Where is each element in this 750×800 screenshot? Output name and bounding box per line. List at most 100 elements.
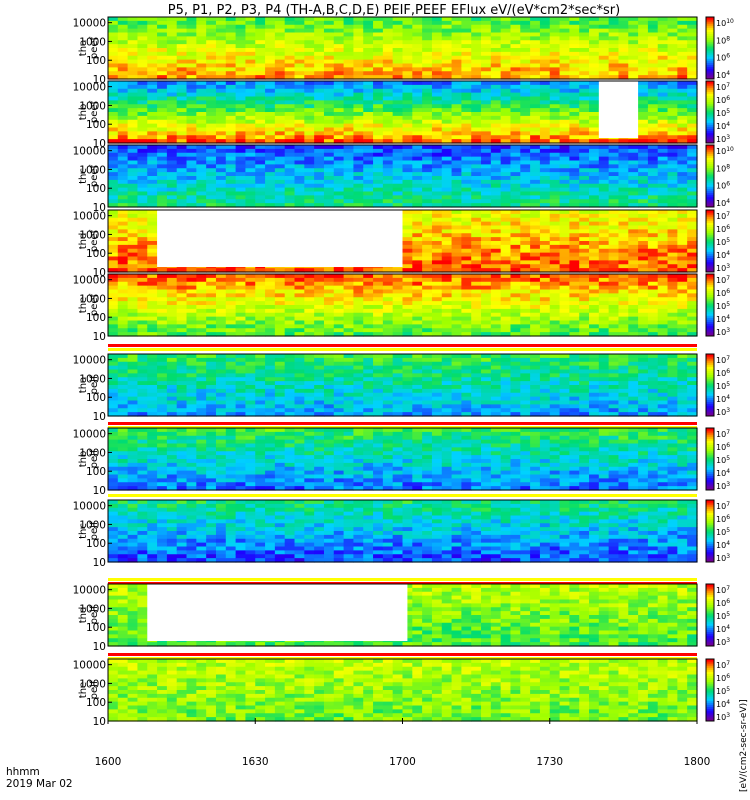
heatmap-cell [657, 328, 669, 333]
heatmap-cell [441, 168, 453, 173]
heatmap-cell [343, 127, 355, 132]
heatmap-cell [481, 32, 492, 37]
heatmap-cell [628, 213, 639, 219]
heatmap-cell [284, 152, 296, 158]
heatmap-cell [108, 20, 119, 26]
heatmap-cell [108, 156, 119, 162]
heatmap-cell [225, 17, 237, 22]
heatmap-cell [117, 44, 129, 49]
heatmap-cell [304, 32, 315, 37]
heatmap-cell [559, 281, 570, 287]
heatmap-cell [245, 115, 256, 121]
heatmap-cell [304, 96, 315, 101]
heatmap-cell [333, 59, 345, 65]
heatmap-cell [245, 305, 256, 310]
heatmap-cell [530, 289, 541, 294]
heatmap-cell [539, 139, 551, 144]
heatmap-cell [657, 195, 669, 200]
heatmap-cell [608, 289, 620, 294]
heatmap-cell [363, 293, 374, 298]
heatmap-cell [147, 123, 158, 129]
heatmap-cell [235, 324, 247, 329]
heatmap-cell [333, 308, 345, 314]
heatmap-cell [569, 152, 580, 158]
heatmap-cell [481, 100, 492, 105]
heatmap-cell [402, 244, 413, 250]
heatmap-cell [608, 152, 620, 158]
heatmap-cell [569, 96, 580, 101]
heatmap-cell [225, 199, 237, 204]
heatmap-cell [608, 187, 620, 193]
heatmap-cell [274, 96, 286, 101]
heatmap-cell [333, 176, 345, 181]
heatmap-cell [402, 51, 413, 57]
heatmap-cell [677, 312, 688, 318]
heatmap-cell [500, 119, 512, 125]
heatmap-cell [137, 115, 148, 121]
heatmap-cell [431, 210, 443, 215]
heatmap-cell [647, 81, 659, 86]
heatmap-cell [549, 71, 561, 76]
heatmap-cell [402, 44, 413, 49]
heatmap-cell [206, 145, 217, 150]
heatmap-cell [687, 172, 698, 177]
heatmap-cell [343, 131, 355, 136]
heatmap-cell [137, 148, 148, 154]
heatmap-cell [108, 274, 119, 279]
heatmap-cell [530, 152, 541, 158]
heatmap-cell [589, 104, 600, 109]
heatmap-cell [490, 328, 502, 333]
heatmap-cell [166, 187, 178, 193]
heatmap-cell [677, 308, 688, 314]
heatmap-cell [647, 221, 659, 227]
heatmap-cell [147, 324, 158, 329]
heatmap-cell [647, 84, 659, 90]
heatmap-cell [304, 316, 315, 322]
heatmap-cell [245, 44, 256, 49]
heatmap-cell [422, 96, 433, 101]
heatmap-cell [441, 191, 453, 196]
heatmap-cell [333, 119, 345, 125]
heatmap-cell [412, 225, 423, 230]
heatmap-cell [402, 67, 413, 72]
heatmap-cell [667, 75, 678, 80]
heatmap-cell [225, 156, 237, 162]
heatmap-cell [206, 20, 217, 26]
heatmap-cell [392, 75, 404, 80]
heatmap-cell [166, 172, 178, 177]
heatmap-cell [422, 324, 433, 329]
heatmap-cell [500, 268, 512, 273]
heatmap-cell [255, 152, 266, 158]
heatmap-cell [373, 152, 384, 158]
heatmap-cell [265, 17, 276, 22]
heatmap-cell [392, 20, 404, 26]
heatmap-cell [382, 48, 394, 53]
heatmap-cell [530, 139, 541, 144]
heatmap-cell [481, 281, 492, 287]
heatmap-cell [687, 67, 698, 72]
heatmap-cell [108, 328, 119, 333]
heatmap-cell [500, 67, 512, 72]
heatmap-cell [274, 152, 286, 158]
heatmap-cell [481, 332, 492, 337]
heatmap-cell [490, 305, 502, 310]
heatmap-cell [628, 203, 639, 208]
heatmap-cell [539, 63, 551, 68]
heatmap-cell [677, 36, 688, 41]
heatmap-cell [225, 115, 237, 121]
heatmap-cell [245, 293, 256, 298]
heatmap-cell [343, 88, 355, 94]
heatmap-cell [127, 237, 139, 242]
heatmap-cell [245, 320, 256, 325]
heatmap-cell [559, 225, 570, 230]
heatmap-cell [539, 213, 551, 219]
heatmap-cell [461, 55, 472, 61]
heatmap-cell [539, 48, 551, 53]
heatmap-cell [206, 183, 217, 189]
heatmap-cell [412, 67, 423, 72]
heatmap-cell [628, 145, 639, 150]
heatmap-cell [422, 59, 433, 65]
heatmap-cell [549, 225, 561, 230]
heatmap-cell [117, 92, 129, 98]
heatmap-cell [215, 332, 227, 337]
